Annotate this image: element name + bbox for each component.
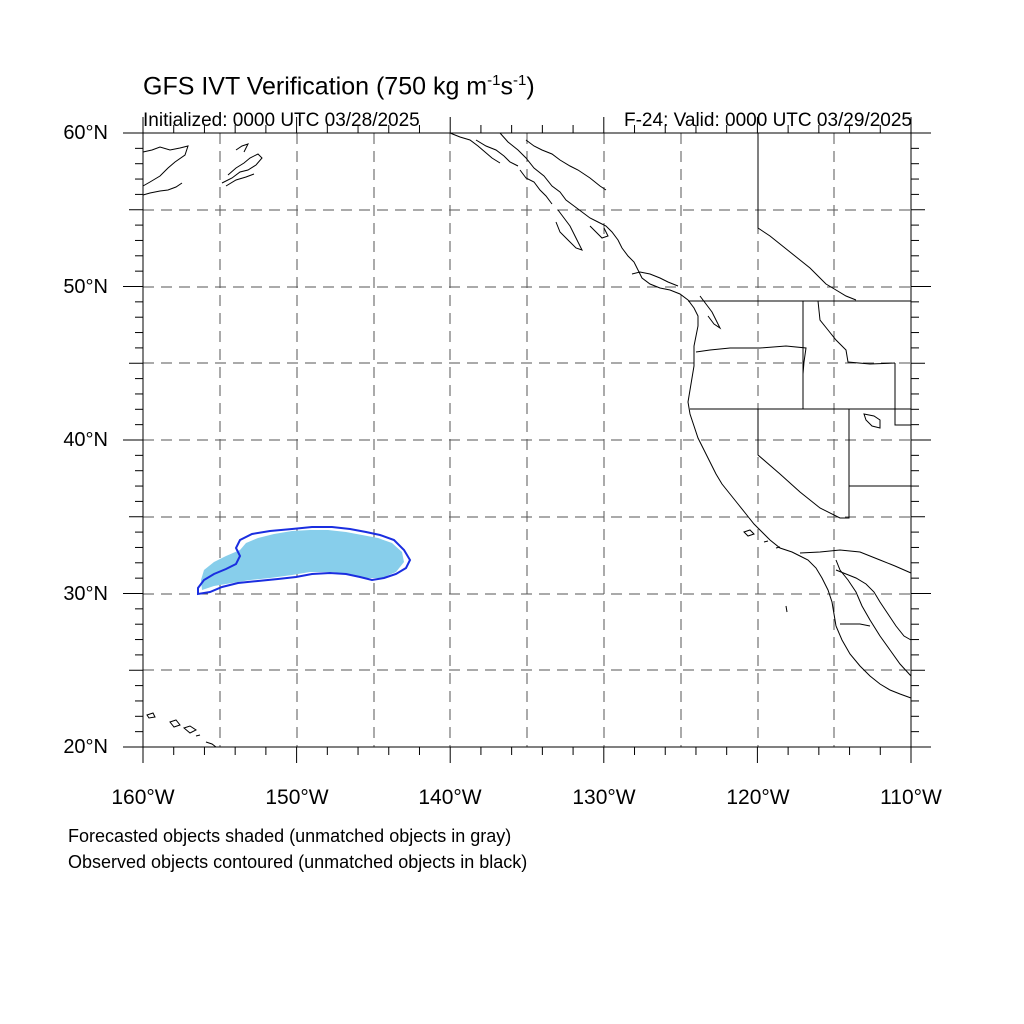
lon-label-120w: 120°W (726, 786, 790, 809)
map-frame (142, 132, 912, 748)
observed-ivt-contour (197, 526, 412, 596)
legend-forecast-note: Forecasted objects shaded (unmatched obj… (68, 826, 512, 846)
initialized-time: Initialized: 0000 UTC 03/28/2025 (143, 110, 420, 131)
political-borders (688, 133, 912, 699)
lon-label-130w: 130°W (572, 786, 636, 809)
hawaii-islands (146, 712, 217, 748)
north-america-coastline (475, 132, 837, 627)
lon-label-160w: 160°W (111, 786, 175, 809)
lat-label-60n: 60°N (63, 122, 108, 144)
grid-lines (143, 133, 911, 747)
lat-label-30n: 30°N (63, 583, 108, 605)
map-title: GFS IVT Verification (750 kg m-1s-1) (143, 72, 535, 101)
legend-observed-note: Observed objects contoured (unmatched ob… (68, 852, 528, 872)
lat-label-40n: 40°N (63, 429, 108, 451)
lon-label-110w: 110°W (880, 786, 942, 809)
lat-label-20n: 20°N (63, 736, 108, 758)
axis-ticks (123, 117, 931, 763)
lon-label-140w: 140°W (418, 786, 482, 809)
lon-label-150w: 150°W (265, 786, 329, 809)
forecast-ivt-object (201, 530, 404, 590)
alaska-coastline (142, 132, 501, 196)
lat-label-50n: 50°N (63, 276, 108, 298)
